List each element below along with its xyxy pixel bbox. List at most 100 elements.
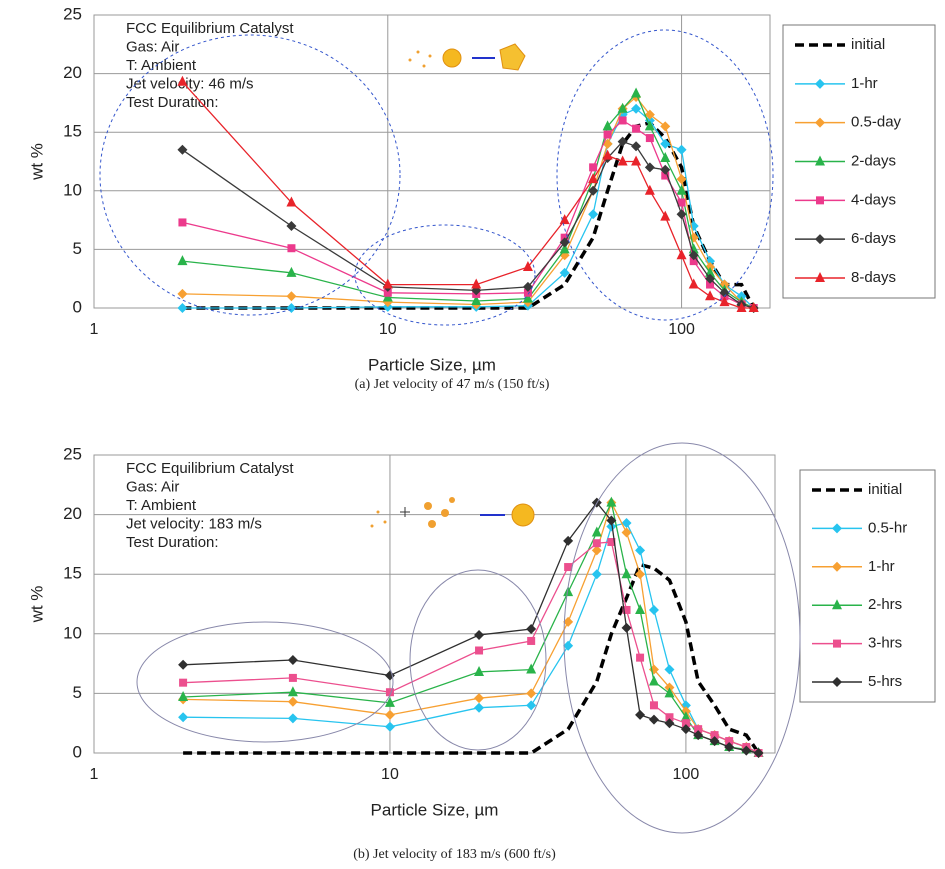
data-point (688, 278, 699, 289)
data-point (660, 164, 671, 175)
data-point (589, 163, 598, 172)
data-point (635, 569, 646, 580)
data-point (383, 288, 392, 297)
data-point (607, 538, 616, 547)
x-tick-label: 10 (379, 321, 397, 338)
legend-label: 0.5-hr (868, 519, 907, 536)
data-point (177, 288, 188, 299)
legend-label: 6-days (851, 230, 896, 247)
data-point (635, 545, 646, 556)
data-point (384, 721, 395, 732)
legend-label: 2-days (851, 152, 896, 169)
y-tick-label: 10 (63, 623, 82, 642)
data-point (631, 87, 642, 98)
series-line (183, 562, 761, 755)
x-tick-label: 100 (668, 321, 695, 338)
data-point (621, 568, 632, 579)
data-point (618, 116, 627, 125)
legend-marker (816, 196, 824, 205)
legend-marker (815, 272, 825, 282)
data-point (694, 725, 703, 734)
data-point (724, 742, 735, 753)
data-point (644, 184, 655, 195)
data-point (286, 220, 297, 231)
data-point (635, 709, 646, 720)
icon-a (408, 43, 526, 71)
data-point (705, 290, 716, 301)
data-point (709, 736, 720, 747)
data-point (286, 266, 297, 277)
data-point (559, 214, 570, 225)
caption: (b) Jet velocity of 183 m/s (600 ft/s) (353, 847, 556, 862)
data-point (287, 244, 296, 253)
y-tick-label: 15 (63, 122, 82, 141)
data-point (664, 687, 675, 698)
data-point (649, 701, 658, 710)
data-point (617, 136, 628, 147)
data-point (588, 209, 599, 220)
data-point (665, 713, 674, 722)
x-tick-label: 100 (673, 766, 700, 783)
annotation: T: Ambient (126, 57, 197, 74)
data-point (719, 287, 730, 298)
y-tick-label: 25 (63, 444, 82, 463)
data-point (177, 255, 188, 266)
data-point (693, 730, 704, 741)
data-point (631, 155, 642, 166)
data-point (588, 185, 599, 196)
data-point (526, 663, 537, 674)
data-point (384, 696, 395, 707)
x-tick-label: 1 (90, 321, 99, 338)
legend-box (799, 469, 936, 703)
legend-marker (815, 117, 825, 128)
icon-b (370, 497, 535, 528)
data-point (287, 686, 298, 697)
plot-area (93, 14, 771, 309)
legend-marker (832, 561, 842, 572)
data-point (526, 624, 537, 635)
data-point (178, 690, 189, 701)
data-point (664, 718, 675, 729)
legend-label: 1-hr (868, 558, 895, 575)
data-point (753, 748, 764, 758)
data-point (563, 640, 574, 651)
annotation: Gas: Air (126, 38, 179, 55)
data-point (635, 603, 646, 614)
data-point (660, 138, 671, 149)
data-point (523, 288, 532, 297)
data-point (741, 745, 752, 756)
data-point (645, 134, 654, 143)
data-point (526, 700, 537, 711)
data-point (660, 121, 671, 132)
y-tick-label: 5 (73, 683, 82, 702)
data-point (178, 712, 189, 723)
x-axis-label: Particle Size, µm (371, 800, 499, 819)
data-point (636, 653, 645, 662)
data-point (559, 237, 570, 248)
x-tick-label: 1 (90, 766, 99, 783)
data-point (617, 102, 628, 113)
series-line (182, 96, 754, 309)
series-line (182, 120, 756, 310)
data-point (602, 120, 613, 131)
data-point (676, 144, 687, 155)
data-point (178, 218, 187, 227)
data-point (681, 719, 690, 728)
data-point (676, 209, 687, 220)
data-point (688, 250, 699, 261)
data-point (286, 196, 297, 207)
x-tick-label: 10 (381, 766, 399, 783)
legend-label: 4-days (851, 191, 896, 208)
annotation: FCC Equilibrium Catalyst (126, 20, 294, 37)
data-point (644, 109, 655, 120)
y-tick-label: 10 (63, 180, 82, 199)
data-point (706, 280, 715, 289)
data-point (527, 636, 536, 645)
highlight-ellipses-b (136, 442, 801, 834)
legend-label: 3-hrs (868, 635, 902, 652)
data-point (606, 515, 617, 526)
legend-label: 8-days (851, 269, 896, 286)
legend-marker (833, 639, 841, 648)
data-point (621, 517, 632, 528)
